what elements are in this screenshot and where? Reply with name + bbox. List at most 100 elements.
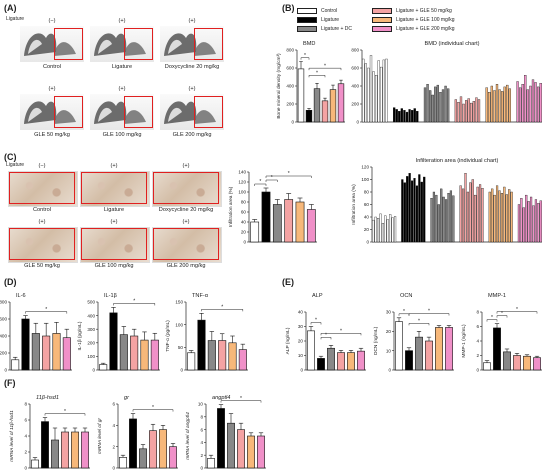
significance-star: * xyxy=(152,405,154,411)
individual-bar xyxy=(461,188,465,243)
group-label: GLE 100 mg/kg xyxy=(102,132,142,138)
individual-bar xyxy=(481,188,484,243)
histology-image xyxy=(152,171,222,207)
individual-bar xyxy=(435,194,438,243)
individual-bar xyxy=(472,101,475,123)
bar xyxy=(81,431,89,469)
individual-bar xyxy=(442,196,445,243)
bar xyxy=(71,431,79,469)
y-tick-label: 0 xyxy=(366,240,369,245)
chart-title: ALP xyxy=(312,293,323,299)
chart-angptl4: 0 2 4 6 8 10 angptl4 mRNA level of angptl4 * xyxy=(185,395,266,471)
legend-label: Ligature + GLE 50 mg/kg xyxy=(396,7,452,14)
individual-bar xyxy=(439,92,442,123)
significance-star: * xyxy=(259,179,261,185)
histology-image xyxy=(80,171,150,207)
individual-bar xyxy=(389,214,392,243)
y-tick-label: 0 xyxy=(92,368,95,373)
y-tick-label: 4 xyxy=(200,440,203,445)
individual-bar xyxy=(517,204,521,243)
individual-bar xyxy=(375,75,378,123)
legend-swatch xyxy=(372,8,392,14)
group-label: Doxycycline 20 mg/kg xyxy=(158,207,214,213)
individual-bar xyxy=(432,191,436,243)
ligature-sign: (−) xyxy=(48,18,56,24)
bar xyxy=(129,418,137,469)
y-tick-label: 400 xyxy=(0,334,7,339)
y-tick-label: 10 xyxy=(298,353,304,358)
significance-star: * xyxy=(516,307,518,313)
individual-bar xyxy=(406,176,409,243)
bar xyxy=(321,100,329,123)
individual-bar xyxy=(470,102,473,123)
individual-bar xyxy=(411,110,414,123)
bar xyxy=(357,350,365,371)
bar xyxy=(62,337,71,371)
bar xyxy=(395,321,403,371)
y-tick-label: 20 xyxy=(298,339,304,344)
individual-bar xyxy=(369,55,373,123)
chart-mmp1: 0 2 4 6 8 MMP-1 MMP-1 (ng/mL) * * * xyxy=(461,293,542,373)
y-tick-label: 30 xyxy=(386,310,392,315)
panel-e-letter: (E) xyxy=(282,277,294,287)
region-highlight-box xyxy=(194,96,223,128)
y-axis-label: Infiltration area (%) xyxy=(228,186,234,227)
individual-bar xyxy=(522,207,525,243)
significance-star: * xyxy=(501,311,503,317)
individual-bar xyxy=(423,87,427,123)
bar xyxy=(140,339,149,371)
y-tick-label: 2 xyxy=(200,453,203,458)
group-label: Ligature xyxy=(111,64,133,70)
chart-il1b: 0 100 200 300 400 500 IL-1β IL-1β (pg/mL) * xyxy=(77,293,160,373)
micro-ct-image xyxy=(160,94,224,130)
individual-bar xyxy=(503,86,506,123)
bar xyxy=(250,221,260,243)
chart-title: Infilteration area (individual chart) xyxy=(416,158,499,164)
micro-ct-image xyxy=(90,94,154,130)
bar xyxy=(307,330,315,371)
y-tick-label: 0 xyxy=(180,368,183,373)
individual-bar xyxy=(459,185,462,243)
y-tick-label: 40 xyxy=(298,310,304,315)
individual-bar xyxy=(532,205,535,243)
y-tick-label: 150 xyxy=(175,300,183,305)
ligature-sign: (+) xyxy=(48,86,56,92)
bar xyxy=(337,352,345,371)
y-tick-label: 100 xyxy=(361,177,369,182)
y-tick-label: 2 xyxy=(476,353,479,358)
y-tick-label: 10 xyxy=(386,348,392,353)
micro-ct-image xyxy=(90,26,154,62)
region-highlight-box xyxy=(9,172,75,204)
individual-bar xyxy=(367,67,370,123)
individual-bar xyxy=(416,111,419,123)
histology-image xyxy=(80,227,150,263)
individual-bar xyxy=(529,85,532,123)
individual-bar xyxy=(408,109,411,123)
individual-bar xyxy=(471,179,474,243)
y-tick-label: 20 xyxy=(386,329,392,334)
y-tick-label: 2 xyxy=(112,444,115,449)
bar xyxy=(405,350,413,371)
individual-bar xyxy=(405,111,409,123)
individual-bar xyxy=(403,182,406,243)
individual-bar xyxy=(381,223,385,243)
individual-bar xyxy=(495,84,499,123)
individual-bar xyxy=(508,88,511,123)
y-tick-label: 0 xyxy=(243,240,246,245)
individual-bar xyxy=(413,178,416,243)
individual-bar xyxy=(510,191,513,243)
bar xyxy=(347,352,355,371)
chart-title: gr xyxy=(124,395,130,401)
individual-bar xyxy=(437,204,440,243)
legend-swatch xyxy=(372,26,392,32)
bar xyxy=(169,446,177,469)
bar xyxy=(11,359,20,371)
bar xyxy=(257,435,265,469)
individual-bar xyxy=(498,190,501,243)
individual-bar xyxy=(519,87,522,123)
y-tick-label: 0 xyxy=(4,368,7,373)
legend-label: Ligature + GLE 200 mg/kg xyxy=(396,25,455,32)
individual-bar xyxy=(495,185,499,243)
significance-star: * xyxy=(304,53,306,59)
y-tick-label: 60 xyxy=(241,210,247,215)
